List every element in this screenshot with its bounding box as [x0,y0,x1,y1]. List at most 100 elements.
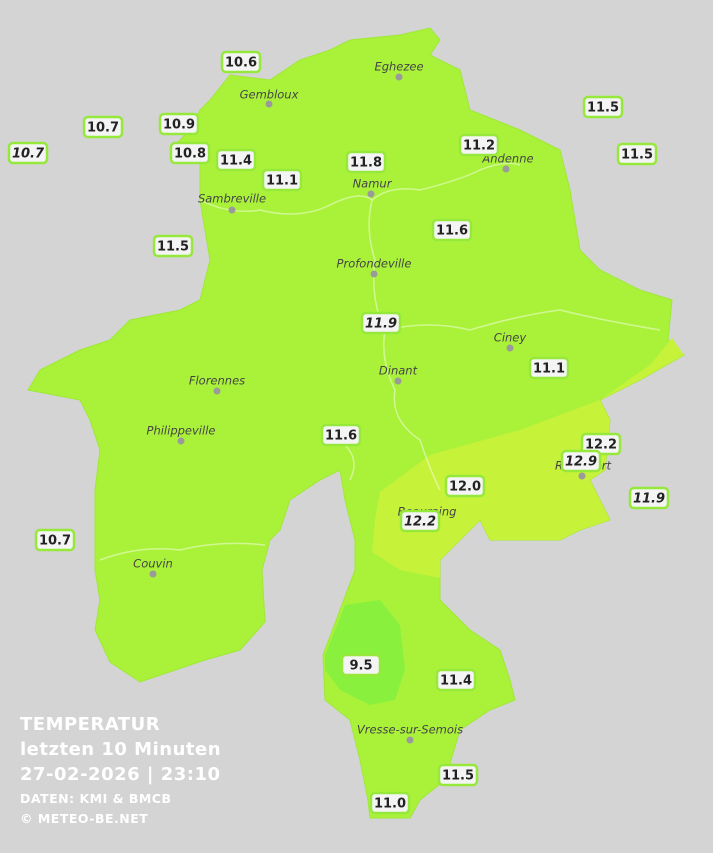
city-dot [578,472,586,480]
reading-value: 11.2 [463,139,495,154]
reading: 11.5 [582,95,624,119]
city-dot [406,736,414,744]
reading-value: 10.8 [174,147,206,162]
reading-box [628,486,670,510]
reading-box [528,356,570,380]
city-label: Gembloux [240,88,299,102]
cool-zone [325,600,405,705]
reading-value: 11.6 [436,224,468,239]
reading-value: 10.9 [163,118,195,133]
reading-value: 11.8 [350,156,382,171]
reading-box [261,168,303,192]
reading-box [431,218,473,242]
reading: 10.8 [169,141,211,165]
city-dot [394,377,402,385]
reading-value: 11.6 [325,429,357,444]
reading-value: 11.5 [442,769,474,784]
city-label: Vresse-sur-Semois [357,723,463,737]
reading-box [220,50,262,74]
reading-value: 11.1 [266,174,298,189]
reading-value: 11.9 [633,492,665,507]
city-dot [502,165,510,173]
reading-value: 10.7 [39,534,71,549]
city-dot [177,437,185,445]
reading-box [560,449,602,473]
reading-box [169,141,211,165]
reading-value: 11.4 [440,674,472,689]
city-dot [213,387,221,395]
warm-zone [372,338,684,578]
rivers [99,162,661,561]
credit-line: © METEO-BE.NET [20,811,148,826]
reading: 11.4 [435,668,477,692]
reading-box [399,509,441,533]
reading-value: 11.1 [533,362,565,377]
reading-value: 11.9 [365,317,397,332]
reading-value: 11.5 [587,101,619,116]
city-dot [228,206,236,214]
city-label: Philippeville [147,424,216,438]
reading: 12.0 [444,474,486,498]
reading-value: 12.9 [565,455,597,470]
city-dot [506,344,514,352]
reading: 11.9 [628,486,670,510]
reading: 11.5 [616,142,658,166]
reading-box [152,234,194,258]
reading-box [582,95,624,119]
reading-box [34,528,76,552]
reading-box [369,791,411,815]
reading: 11.2 [458,133,500,157]
reading: 10.6 [220,50,262,74]
city-label: Sambreville [198,192,266,206]
reading: 11.5 [437,763,479,787]
reading: 9.5 [340,653,382,677]
reading: 11.5 [152,234,194,258]
reading: 10.7 [7,141,49,165]
reading-box [215,148,257,172]
reading-value: 12.0 [449,480,481,495]
reading-value: 11.0 [374,797,406,812]
city-dot [149,570,157,578]
reading-box [7,141,49,165]
reading-box [340,653,382,677]
reading: 11.0 [369,791,411,815]
reading-value: 12.2 [585,438,617,453]
reading: 12.9 [560,449,602,473]
reading-box [158,112,200,136]
reading-box [616,142,658,166]
title-line: letzten 10 Minuten [20,739,221,760]
reading-value: 9.5 [349,659,372,674]
reading-box [82,115,124,139]
city-dot [395,73,403,81]
reading-value: 10.7 [12,147,45,162]
city-dot [367,190,375,198]
city-label: Florennes [189,374,245,388]
reading-box [444,474,486,498]
reading: 11.1 [528,356,570,380]
city-dot [265,100,273,108]
reading: 11.9 [360,311,402,335]
reading-value: 10.7 [87,121,119,136]
city-label: Ciney [494,331,527,345]
reading-value: 11.5 [157,240,189,255]
city-label: Profondeville [337,257,412,271]
credit-line: DATEN: KMI & BMCB [20,791,172,806]
reading: 10.7 [82,115,124,139]
reading-box [435,668,477,692]
province [27,27,685,819]
city-dot [370,270,378,278]
reading-value: 11.4 [220,154,252,169]
reading: 11.8 [345,150,387,174]
reading: 11.6 [320,423,362,447]
reading-box [345,150,387,174]
reading-box [360,311,402,335]
city-label: Namur [353,177,393,191]
city-label: Eghezee [374,60,423,74]
reading: 10.9 [158,112,200,136]
reading: 11.6 [431,218,473,242]
reading-box [458,133,500,157]
reading-value: 10.6 [225,56,257,71]
reading-box [437,763,479,787]
city-label: Dinant [379,364,418,378]
